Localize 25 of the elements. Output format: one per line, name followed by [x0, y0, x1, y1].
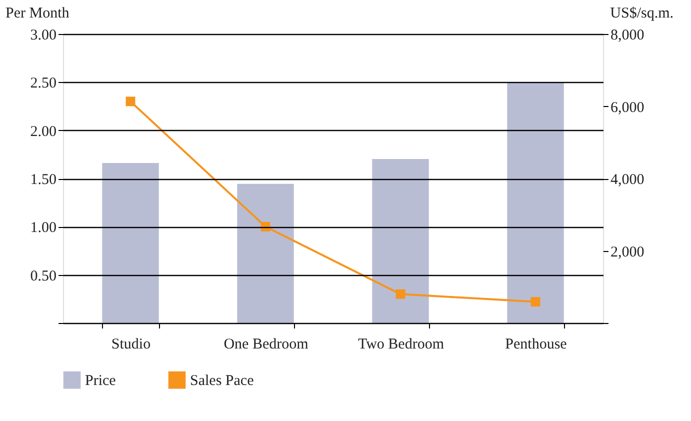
- y2-tick-label: 4,000: [610, 172, 644, 188]
- point: [396, 289, 406, 299]
- point: [530, 297, 540, 307]
- point: [126, 96, 136, 106]
- legend-label: Sales Pace: [190, 373, 254, 390]
- bar: [372, 158, 429, 323]
- y-tick-label: 1.50: [30, 172, 56, 188]
- legend-label: Price: [85, 373, 116, 390]
- y2-axis-title: US$/sq.m.: [610, 6, 674, 22]
- y-tick-label: 1.00: [30, 220, 56, 236]
- y-axis-title: Per Month: [6, 6, 70, 22]
- x-tick-label: Penthouse: [505, 336, 568, 352]
- x-tick-label: Two Bedroom: [358, 336, 444, 352]
- y-tick-label: 0.50: [30, 268, 56, 284]
- y2-tick-label: 2,000: [610, 244, 644, 260]
- x-tick-label: One Bedroom: [224, 336, 309, 352]
- y2-tick-label: 8,000: [610, 28, 644, 44]
- y-tick-label: 3.00: [30, 28, 56, 44]
- x-tick-label: Studio: [111, 336, 151, 352]
- y-tick-label: 2.50: [30, 76, 56, 92]
- bar: [102, 162, 159, 323]
- bar: [507, 82, 564, 323]
- bar: [237, 184, 294, 323]
- y2-tick-label: 6,000: [610, 100, 644, 116]
- y-tick-label: 2.00: [30, 124, 56, 140]
